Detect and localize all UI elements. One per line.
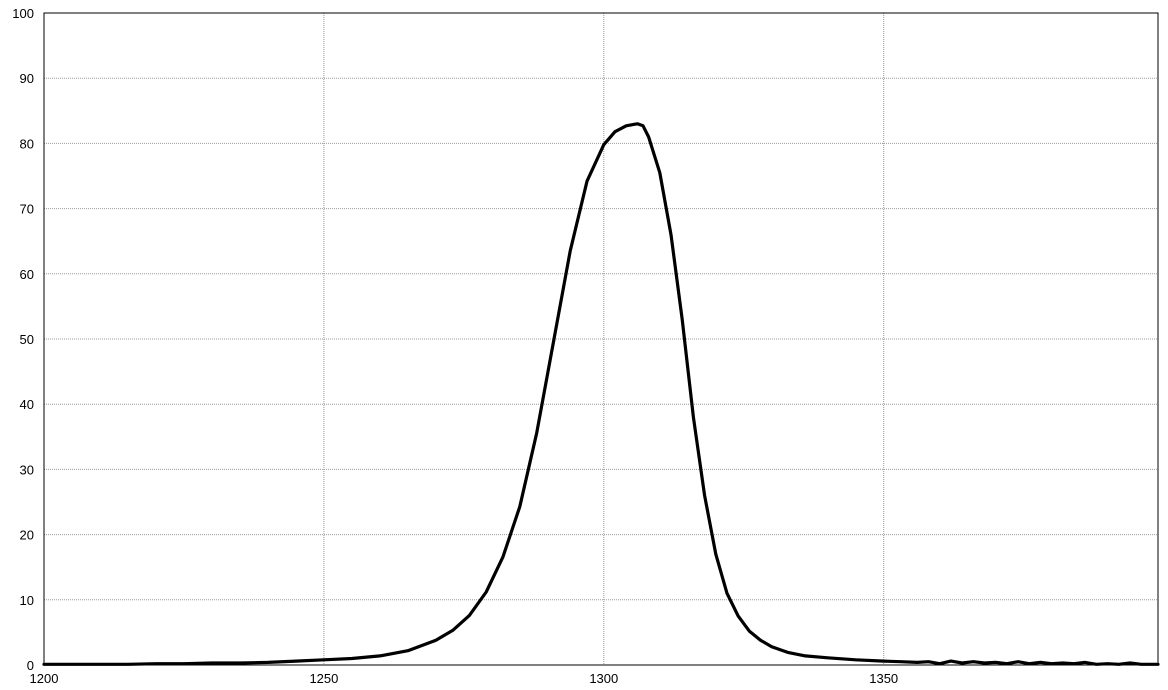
y-tick-label: 10 bbox=[20, 593, 34, 608]
y-tick-label: 0 bbox=[27, 658, 34, 673]
y-tick-label: 40 bbox=[20, 397, 34, 412]
x-tick-label: 1350 bbox=[869, 671, 898, 686]
tick-labels: 0 10 20 30 40 50 60 70 80 90 100 1200 1250 1300 1350 bbox=[12, 6, 898, 686]
y-tick-label: 100 bbox=[12, 6, 34, 21]
y-tick-label: 70 bbox=[20, 202, 34, 217]
x-tick-label: 1250 bbox=[309, 671, 338, 686]
y-tick-label: 80 bbox=[20, 136, 34, 151]
axes bbox=[43, 12, 1159, 666]
x-tick-label: 1300 bbox=[589, 671, 618, 686]
y-tick-label: 60 bbox=[20, 267, 34, 282]
y-tick-label: 30 bbox=[20, 462, 34, 477]
plot-frame bbox=[43, 12, 1159, 666]
x-tick-label: 1200 bbox=[30, 671, 59, 686]
y-tick-label: 50 bbox=[20, 332, 34, 347]
series-line bbox=[42, 122, 1160, 666]
y-tick-label: 20 bbox=[20, 528, 34, 543]
series bbox=[42, 122, 1160, 666]
grid bbox=[44, 12, 1158, 665]
y-tick-label: 90 bbox=[20, 71, 34, 86]
